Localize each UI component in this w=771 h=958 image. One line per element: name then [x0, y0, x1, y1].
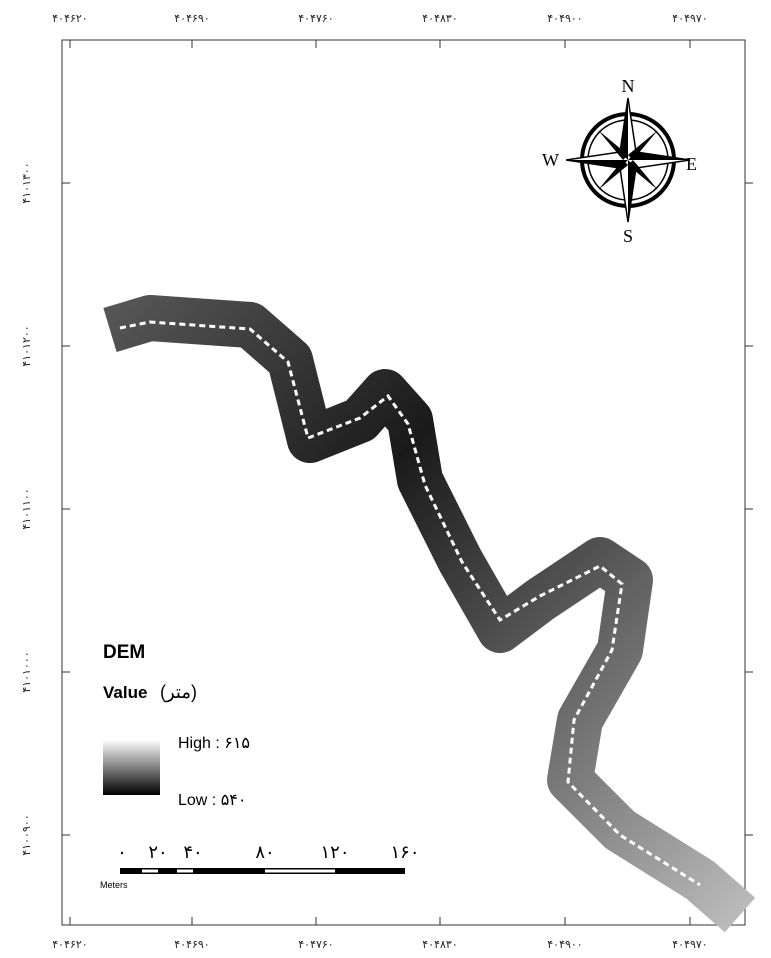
x-label-bottom: ۴۰۴۸۳۰ — [422, 938, 457, 951]
west: W — [542, 150, 559, 170]
ticks: ۴۰۴۶۲۰ ۴۰۴۶۹۰ ۴۰۴۷۶۰ ۴۰۴۸۳۰ ۴۰۴۹۰۰ ۴۰۴۹۷۰ ۴۰۴۶… — [20, 12, 753, 951]
scale-label: ۲۰ — [148, 842, 167, 862]
x-label-top: ۴۰۴۷۶۰ — [298, 12, 333, 25]
x-label-bottom: ۴۰۴۶۹۰ — [174, 938, 209, 951]
x-label-top: ۴۰۴۹۰۰ — [547, 12, 582, 25]
legend-low: Low : ۵۴۰ — [178, 792, 246, 809]
x-label-top: ۴۰۴۸۳۰ — [422, 12, 457, 25]
scale-label: ۱۲۰ — [320, 842, 349, 862]
legend-high: High : ۶۱۵ — [178, 735, 250, 752]
scale-unit: Meters — [100, 880, 128, 890]
scale-label: ۸۰ — [255, 842, 274, 862]
y-label-left: ۴۱۰۱۰۰۰ — [20, 651, 33, 692]
y-label-left: ۴۱۰۱۲۰۰ — [20, 325, 33, 366]
y-label-left: ۴۱۰۱۱۰۰ — [20, 488, 33, 529]
north: N — [622, 76, 635, 96]
legend-unit: (متر) — [160, 682, 197, 703]
x-label-bottom: ۴۰۴۶۲۰ — [52, 938, 87, 951]
compass: N S E W — [542, 76, 697, 246]
scale-label: ۱۶۰ — [390, 842, 419, 862]
river — [103, 295, 756, 933]
y-label-left: ۴۱۰۰۹۰۰ — [20, 814, 33, 855]
x-label-top: ۴۰۴۶۲۰ — [52, 12, 87, 25]
x-label-top: ۴۰۴۹۷۰ — [672, 12, 707, 25]
legend-field: Value — [103, 683, 147, 702]
scale-label: ۰ — [117, 842, 127, 862]
legend: DEM Value (متر) High : ۶۱۵ Low : ۵۴۰ — [103, 642, 250, 809]
south: S — [623, 226, 633, 246]
x-label-bottom: ۴۰۴۷۶۰ — [298, 938, 333, 951]
x-label-bottom: ۴۰۴۹۰۰ — [547, 938, 582, 951]
x-label-top: ۴۰۴۶۹۰ — [174, 12, 209, 25]
legend-title: DEM — [103, 642, 145, 663]
legend-ramp — [103, 740, 160, 795]
x-label-bottom: ۴۰۴۹۷۰ — [672, 938, 707, 951]
scale-label: ۴۰ — [183, 842, 202, 862]
y-label-left: ۴۱۰۱۳۰۰ — [20, 162, 33, 203]
east: E — [686, 154, 697, 174]
scale-bar: Meters ۰ ۲۰ ۴۰ ۸۰ ۱۲۰ ۱۶۰ — [100, 842, 420, 890]
